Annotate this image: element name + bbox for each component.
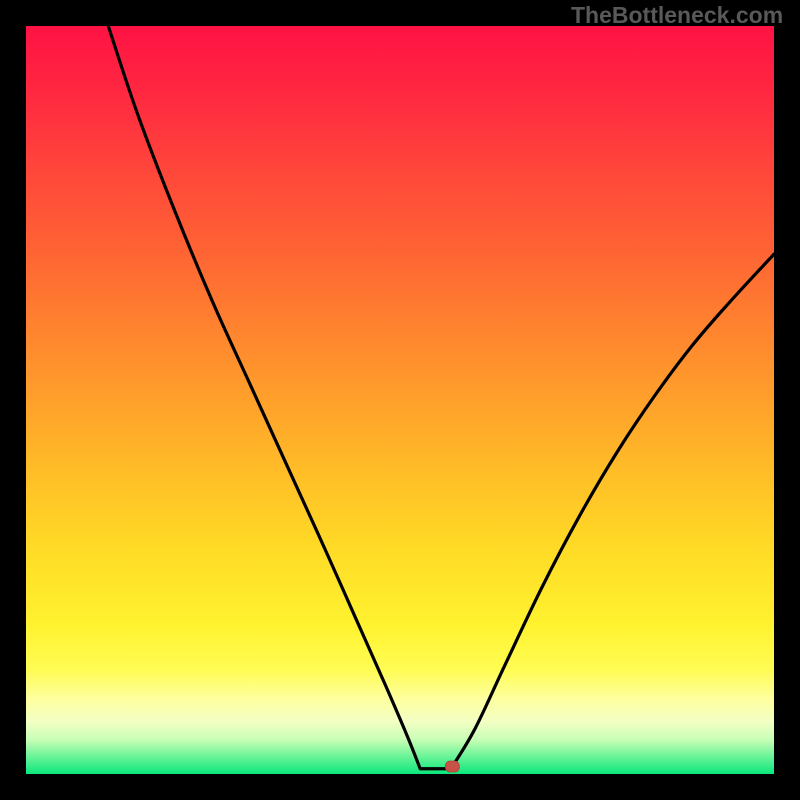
watermark-text: TheBottleneck.com [571,2,783,29]
bottleneck-chart [0,0,800,800]
optimum-marker [445,761,459,772]
plot-background [26,26,774,774]
